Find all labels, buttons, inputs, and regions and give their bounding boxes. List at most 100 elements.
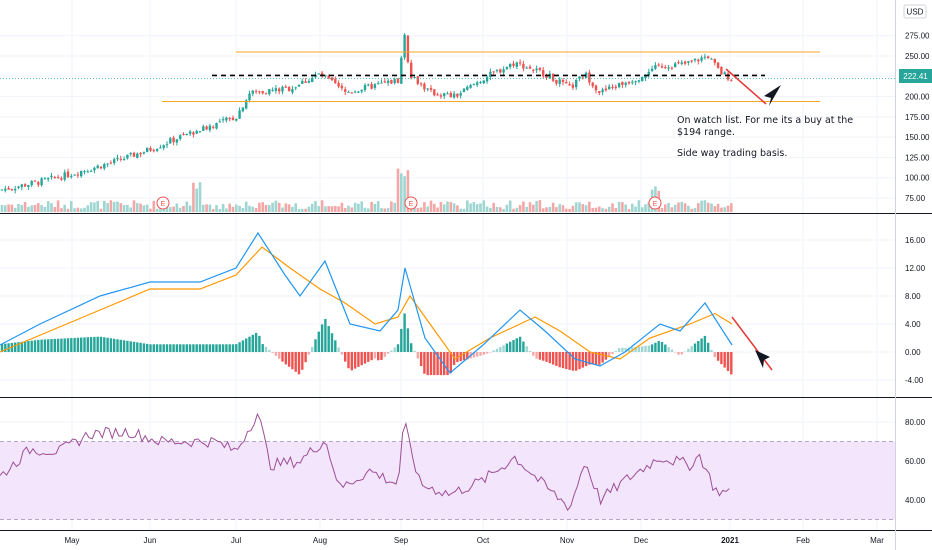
- candle-body: [241, 107, 245, 112]
- macd-hist-bar: [591, 352, 594, 365]
- volume-bar: [357, 203, 360, 212]
- candle-body: [152, 150, 155, 152]
- macd-hist-bar: [386, 352, 390, 354]
- volume-bar: [439, 202, 443, 212]
- macd-hist-bar: [406, 328, 410, 352]
- macd-hist-bar: [327, 326, 330, 352]
- earnings-marker[interactable]: [404, 196, 418, 210]
- macd-hist-bar: [297, 352, 301, 375]
- volume-bar: [99, 208, 103, 212]
- macd-hist-bar: [611, 352, 614, 354]
- candle-body: [522, 63, 525, 69]
- candle-body: [169, 138, 172, 144]
- macd-hist-bar: [109, 338, 113, 352]
- volume-bar: [406, 170, 410, 212]
- candle-body: [126, 154, 129, 159]
- volume-bar: [594, 207, 598, 212]
- volume-bar: [518, 205, 522, 212]
- y-tick-label: 0.00: [905, 348, 921, 357]
- macd-hist-bar: [129, 341, 132, 352]
- macd-hist-bar: [703, 335, 707, 352]
- candle-body: [703, 56, 707, 58]
- macd-hist-bar: [89, 337, 93, 352]
- macd-hist-bar: [667, 347, 670, 352]
- macd-hist-bar: [416, 352, 419, 359]
- macd-hist-bar: [221, 344, 225, 352]
- macd-hist-bar: [218, 344, 221, 352]
- candle-body: [386, 80, 390, 83]
- volume-bar: [310, 203, 314, 212]
- macd-hist-bar: [212, 344, 215, 352]
- volume-bar: [89, 202, 93, 212]
- volume-bar: [528, 202, 532, 212]
- candle-body: [492, 71, 495, 73]
- volume-bar: [37, 203, 40, 212]
- macd-hist-bar: [641, 346, 644, 352]
- earnings-marker[interactable]: [648, 196, 662, 210]
- macd-hist-bar: [30, 340, 33, 352]
- macd-hist-bar: [103, 337, 106, 352]
- volume-bar: [192, 182, 195, 212]
- candle-body: [730, 80, 733, 82]
- volume-bar: [73, 208, 76, 212]
- macd-hist-bar: [400, 328, 403, 352]
- volume-bar: [277, 202, 281, 212]
- macd-hist-bar: [466, 352, 469, 360]
- macd-hist-bar: [337, 347, 340, 352]
- y-tick-label: 175.00: [905, 113, 930, 122]
- volume-bar: [565, 208, 568, 212]
- macd-hist-bar: [83, 337, 86, 352]
- volume-bar: [347, 205, 350, 212]
- volume-bar: [40, 205, 43, 212]
- macd-hist-bar: [245, 338, 248, 352]
- volume-bar: [621, 202, 624, 212]
- volume-bar: [591, 208, 594, 212]
- macd-hist-bar: [545, 352, 548, 362]
- macd-hist-bar: [17, 342, 20, 352]
- macd-hist-bar: [495, 348, 499, 352]
- candle-body: [723, 72, 726, 75]
- macd-hist-bar: [165, 344, 169, 352]
- y-tick-label: 80.00: [905, 418, 926, 427]
- volume-bar: [393, 202, 396, 212]
- candle-body: [106, 163, 109, 165]
- candle-body: [205, 126, 208, 130]
- currency-label[interactable]: USD: [907, 8, 924, 17]
- volume-bar: [370, 201, 373, 212]
- currency-badge-box[interactable]: [903, 4, 927, 19]
- volume-bar: [581, 204, 585, 212]
- volume-bar: [152, 200, 156, 212]
- candle-body: [225, 117, 228, 121]
- candle-body: [149, 147, 152, 151]
- volume-bar: [687, 205, 690, 212]
- macd-hist-bar: [175, 344, 179, 352]
- volume-bar: [53, 207, 57, 212]
- macd-hist-bar: [373, 352, 377, 359]
- y-tick-label: 250.00: [905, 52, 930, 61]
- x-tick-label: Nov: [560, 536, 574, 545]
- volume-bar: [720, 207, 723, 212]
- candle-body: [297, 84, 301, 87]
- macd-hist-bar: [413, 350, 416, 352]
- volume-bar: [479, 203, 482, 212]
- macd-hist-bar: [162, 344, 165, 352]
- volume-bar: [706, 202, 710, 212]
- volume-bar: [548, 207, 552, 212]
- earnings-marker[interactable]: [156, 196, 170, 210]
- candle-body: [360, 89, 363, 92]
- volume-bar: [660, 208, 664, 212]
- candle-body: [14, 188, 17, 191]
- y-tick-label: 40.00: [905, 496, 926, 505]
- macd-hist-bar: [621, 347, 624, 352]
- candle-body: [489, 71, 492, 78]
- macd-hist-bar: [320, 324, 324, 352]
- volume-bar: [149, 208, 152, 212]
- candle-body: [499, 69, 502, 73]
- candle-body: [192, 132, 195, 135]
- macd-hist-bar: [693, 343, 697, 352]
- macd-hist-bar: [575, 352, 578, 371]
- volume-bar: [495, 206, 499, 212]
- volume-bar: [730, 203, 733, 212]
- volume-bar: [27, 206, 30, 212]
